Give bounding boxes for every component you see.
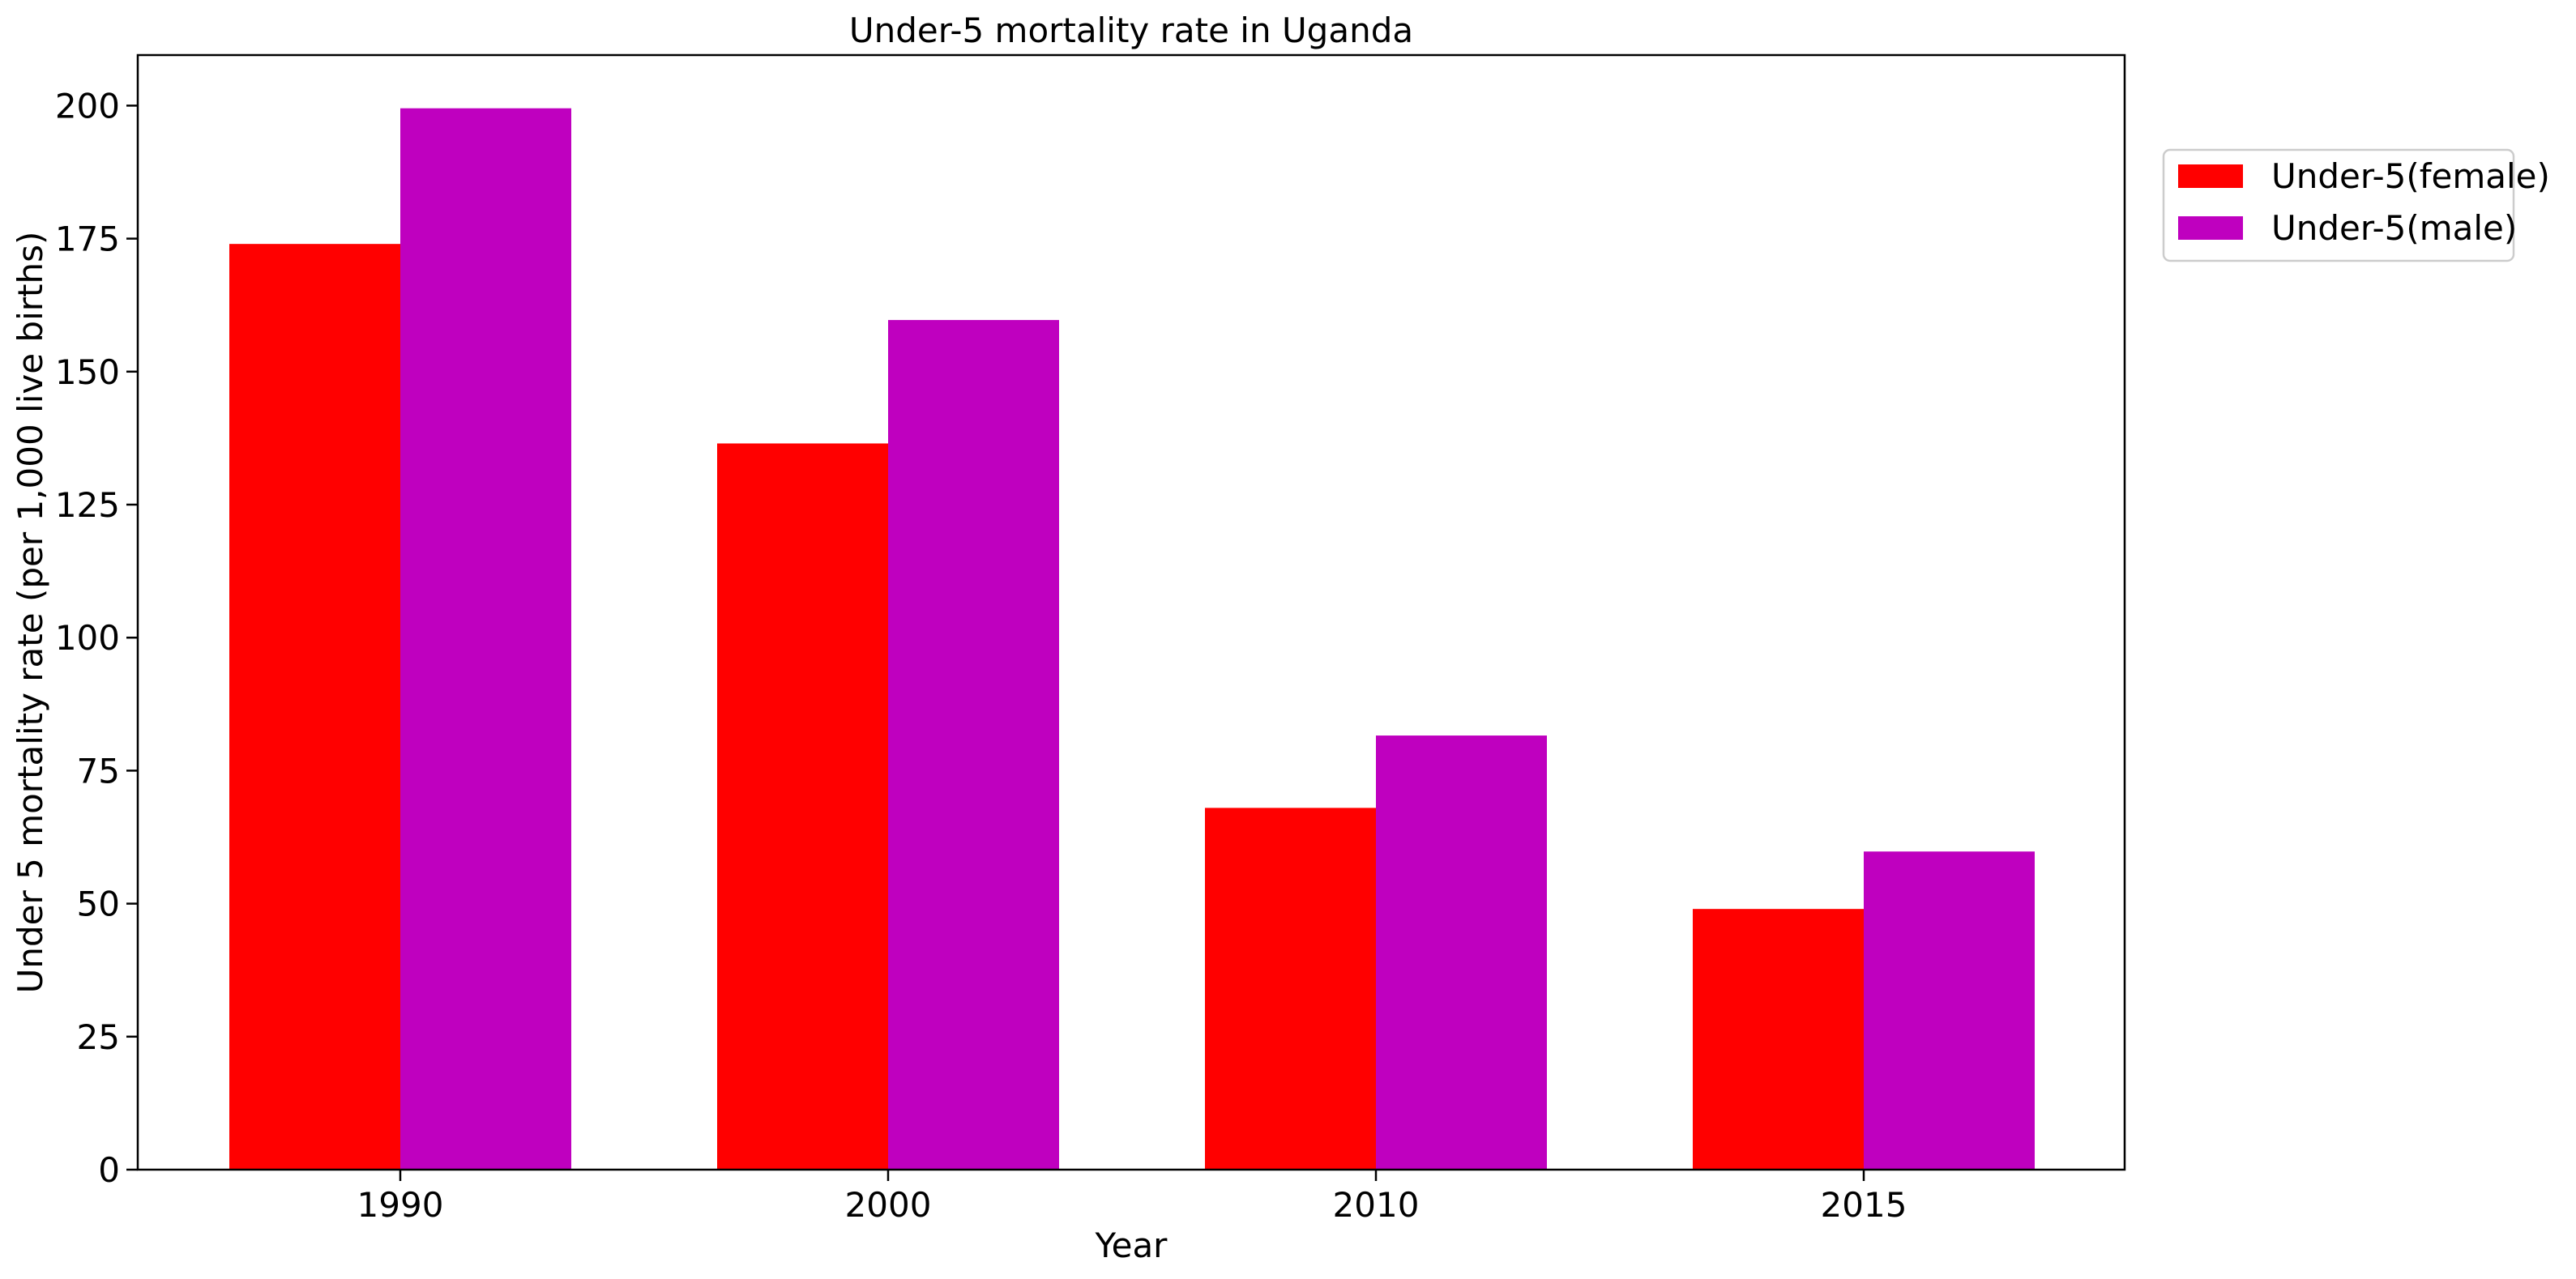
x-tick-label: 1990: [357, 1185, 444, 1225]
y-tick-label: 150: [55, 352, 120, 392]
bar-male-2010: [1376, 735, 1547, 1170]
bar-female-2010: [1205, 808, 1376, 1170]
bar-male-1990: [400, 108, 571, 1170]
plot-frame: [136, 53, 2126, 1171]
bars-layer: [229, 108, 2035, 1170]
chart-title: Under-5 mortality rate in Uganda: [849, 11, 1413, 50]
y-tick-label: 25: [77, 1017, 120, 1057]
legend-box: [2162, 148, 2515, 262]
legend: Under-5(female) Under-5(male): [2162, 148, 2550, 262]
y-tick-label: 125: [55, 485, 120, 525]
bar-female-2000: [717, 443, 888, 1170]
legend-label-female: Under-5(female): [2271, 156, 2550, 196]
bar-male-2000: [888, 320, 1059, 1170]
legend-swatch-female: [2178, 164, 2243, 188]
y-tick-label: 0: [98, 1150, 120, 1190]
y-tick-label: 175: [55, 220, 120, 259]
x-tick-label: 2000: [845, 1185, 932, 1225]
bar-female-1990: [229, 244, 400, 1170]
bar-female-2015: [1693, 909, 1864, 1170]
legend-swatch-male: [2178, 216, 2243, 240]
x-axis-title: Year: [1095, 1226, 1168, 1265]
x-tick-label: 2010: [1333, 1185, 1420, 1225]
y-tick-label: 75: [77, 751, 120, 791]
y-tick-label: 100: [55, 618, 120, 658]
y-tick-label: 50: [77, 885, 120, 924]
y-tick-label: 200: [55, 86, 120, 126]
x-tick-label: 2015: [1821, 1185, 1907, 1225]
x-axis: 1990 2000 2010 2015: [357, 1170, 1907, 1225]
y-axis-title: Under 5 mortality rate (per 1,000 live b…: [11, 232, 50, 994]
bar-male-2015: [1864, 851, 2035, 1170]
y-axis: 0 25 50 75 100 125 150 175 200: [55, 86, 138, 1190]
legend-label-male: Under-5(male): [2271, 208, 2517, 248]
